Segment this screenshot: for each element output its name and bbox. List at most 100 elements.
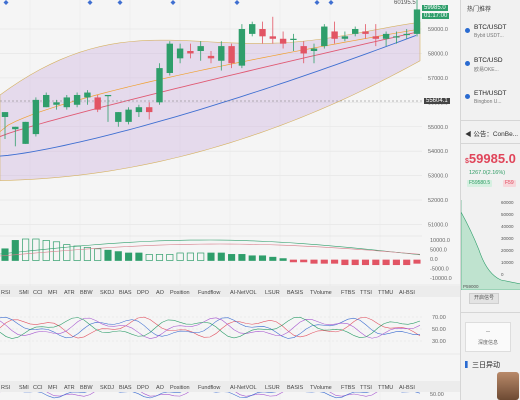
candle-body [341, 36, 349, 39]
macd-bar [269, 256, 277, 261]
announcement-link[interactable]: ◀ 公告：ConBe... [465, 128, 518, 138]
tab-mfi[interactable]: MFI [48, 290, 58, 296]
macd-bar [63, 244, 71, 261]
tab-bbw[interactable]: BBW [80, 290, 93, 296]
section-title: 三日异动 [472, 362, 500, 369]
candle-body [43, 94, 50, 108]
avatar[interactable] [497, 372, 519, 400]
last-price-tag: 59985.0 [422, 5, 448, 11]
tab-cci[interactable]: CCI [33, 290, 43, 296]
candle-body [218, 46, 225, 61]
candle-body [187, 50, 194, 54]
tab-ttsi[interactable]: TTSI [360, 290, 372, 296]
candle-body [331, 31, 338, 39]
tab-mfi[interactable]: MFI [48, 385, 58, 391]
candlestick [94, 94, 101, 113]
tab-lsur[interactable]: LSUR [265, 385, 280, 391]
candlestick [166, 41, 173, 76]
tab-ftbs[interactable]: FTBS [341, 385, 355, 391]
tab-tvolume[interactable]: TVolume [310, 290, 332, 296]
tab-skdj[interactable]: SKDJ [100, 290, 114, 296]
tab-cci[interactable]: CCI [33, 385, 43, 391]
chart-area[interactable]: 59000.058000.057000.056000.055000.054000… [0, 0, 460, 400]
candle-body [156, 68, 163, 103]
tab-ai-netvol[interactable]: AI-NetVOL [230, 385, 257, 391]
tab-ai-netvol[interactable]: AI-NetVOL [230, 290, 257, 296]
macd-pane [0, 235, 422, 266]
tab-ai-bsi[interactable]: AI-BSI [399, 290, 415, 296]
candle-body [290, 38, 297, 40]
depth-tick-label: 60000 [501, 200, 514, 205]
section-bar-icon: ▍ [465, 362, 472, 369]
macd-bar [83, 247, 91, 261]
macd-bar [228, 254, 236, 261]
macd-bar [217, 252, 225, 261]
candlestick [362, 24, 369, 39]
macd-bar [279, 258, 287, 261]
osc-line [0, 316, 421, 339]
candlestick [12, 126, 19, 147]
candle-body [146, 107, 153, 113]
tab-ftbs[interactable]: FTBS [341, 290, 355, 296]
candle-body [249, 24, 256, 34]
candlestick [321, 24, 328, 49]
tab-tvolume[interactable]: TVolume [310, 385, 332, 391]
macd-tick-label: -5000.0 [430, 267, 449, 273]
axis-bg [422, 0, 460, 400]
tab-lsur[interactable]: LSUR [265, 290, 280, 296]
kline-chart[interactable]: 59000.058000.057000.056000.055000.054000… [0, 0, 460, 400]
candle-body [135, 107, 143, 113]
tab-bbw[interactable]: BBW [80, 385, 93, 391]
macd-bar [238, 254, 246, 261]
macd-bar [145, 254, 153, 261]
tab-bar-bg [0, 286, 460, 297]
tab-smi[interactable]: SMI [19, 290, 29, 296]
event-marker-icon [117, 0, 123, 5]
price-tick-label: 59000.0 [428, 27, 448, 33]
macd-dif-line [0, 239, 421, 256]
tab-dpo[interactable]: DPO [137, 385, 150, 391]
tab-smi[interactable]: SMI [19, 385, 29, 391]
high-label: 60195.5 [394, 0, 416, 6]
ticker-exchange: Bybit USDT... [474, 33, 504, 39]
tab-fundflow[interactable]: Fundflow [198, 385, 220, 391]
candle-body [393, 36, 400, 38]
candlestick [197, 41, 204, 61]
tab-basis[interactable]: BASIS [287, 385, 304, 391]
tab-basis[interactable]: BASIS [287, 290, 304, 296]
tab-ao[interactable]: AO [156, 290, 165, 296]
tab-fundflow[interactable]: Fundflow [198, 290, 220, 296]
bid-chip: F59580.5 [467, 180, 493, 187]
tab-rsi[interactable]: RSI [1, 290, 11, 296]
tab-position[interactable]: Position [170, 385, 190, 391]
panel-divider [461, 312, 520, 313]
depth-info-value: -- [486, 329, 490, 335]
tab-position[interactable]: Position [170, 290, 190, 296]
tab-atr[interactable]: ATR [64, 385, 75, 391]
tab-ttmu[interactable]: TTMU [378, 290, 393, 296]
signal-button[interactable]: 开启信号 [469, 293, 500, 304]
candle-body [321, 26, 328, 47]
candlestick [279, 31, 287, 49]
tab-ao[interactable]: AO [156, 385, 165, 391]
tab-rsi[interactable]: RSI [1, 385, 11, 391]
candlestick [73, 92, 81, 108]
tab-atr[interactable]: ATR [64, 290, 75, 296]
depth-chart[interactable]: 59492.56000050000400003000020000100000P5… [461, 200, 520, 290]
osc-tick-label: 50.00 [432, 327, 446, 333]
exchange-icon [465, 94, 470, 99]
tab-bias[interactable]: BIAS [119, 290, 132, 296]
tab-ttsi[interactable]: TTSI [360, 385, 372, 391]
tab-ttmu[interactable]: TTMU [378, 385, 393, 391]
macd-bar [186, 252, 194, 261]
macd-bar [155, 254, 164, 261]
macd-bar [207, 252, 215, 261]
tab-ai-bsi[interactable]: AI-BSI [399, 385, 415, 391]
tab-skdj[interactable]: SKDJ [100, 385, 114, 391]
candle-body [259, 29, 266, 37]
tab-dpo[interactable]: DPO [137, 290, 150, 296]
depth-info-card[interactable]: -- 深度信息 [465, 322, 511, 352]
tab-bias[interactable]: BIAS [119, 385, 132, 391]
macd-bar [361, 259, 370, 266]
depth-bid-area [461, 200, 520, 290]
